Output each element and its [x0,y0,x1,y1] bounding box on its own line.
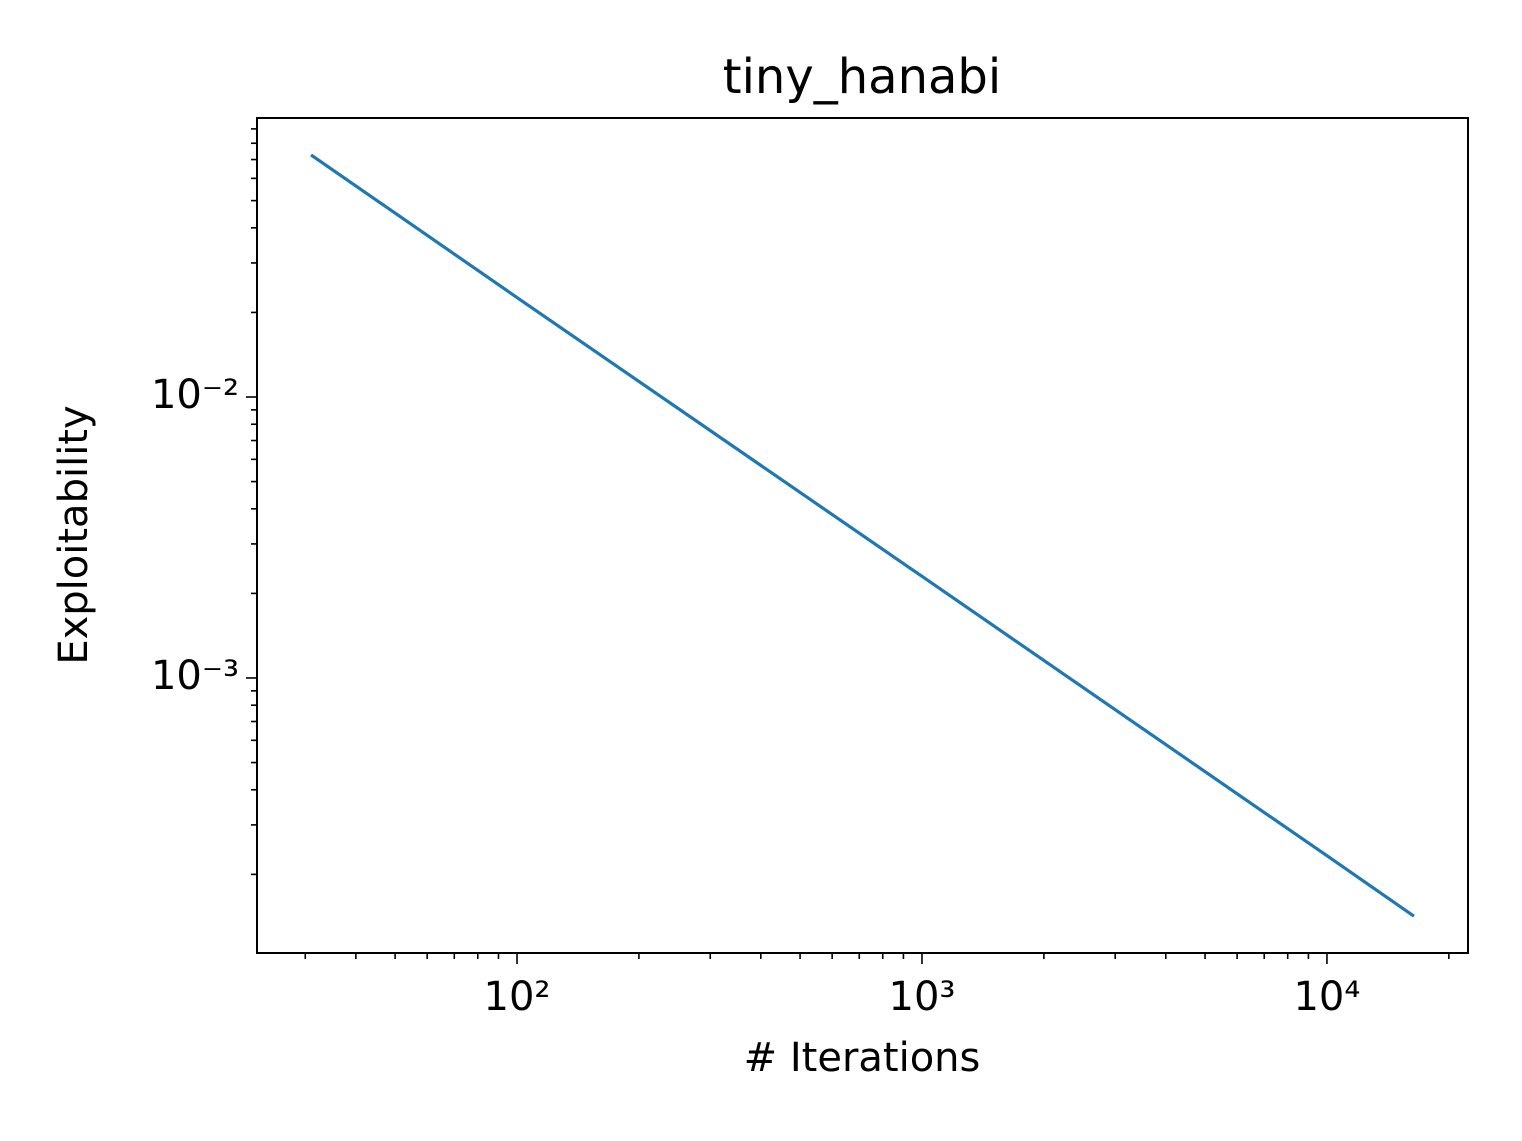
data-line [310,153,1415,918]
y-axis-label: Exploitability [51,405,97,664]
x-tick-label: 10⁴ [1293,974,1360,1020]
y-tick-label: 10⁻³ [151,653,239,699]
x-axis-label: # Iterations [744,1035,981,1081]
y-tick-label: 10⁻² [151,372,239,418]
x-tick-label: 10³ [889,974,956,1020]
plot-frame [256,117,1469,954]
x-tick-label: 10² [484,974,551,1020]
chart-title: tiny_hanabi [723,49,1001,105]
